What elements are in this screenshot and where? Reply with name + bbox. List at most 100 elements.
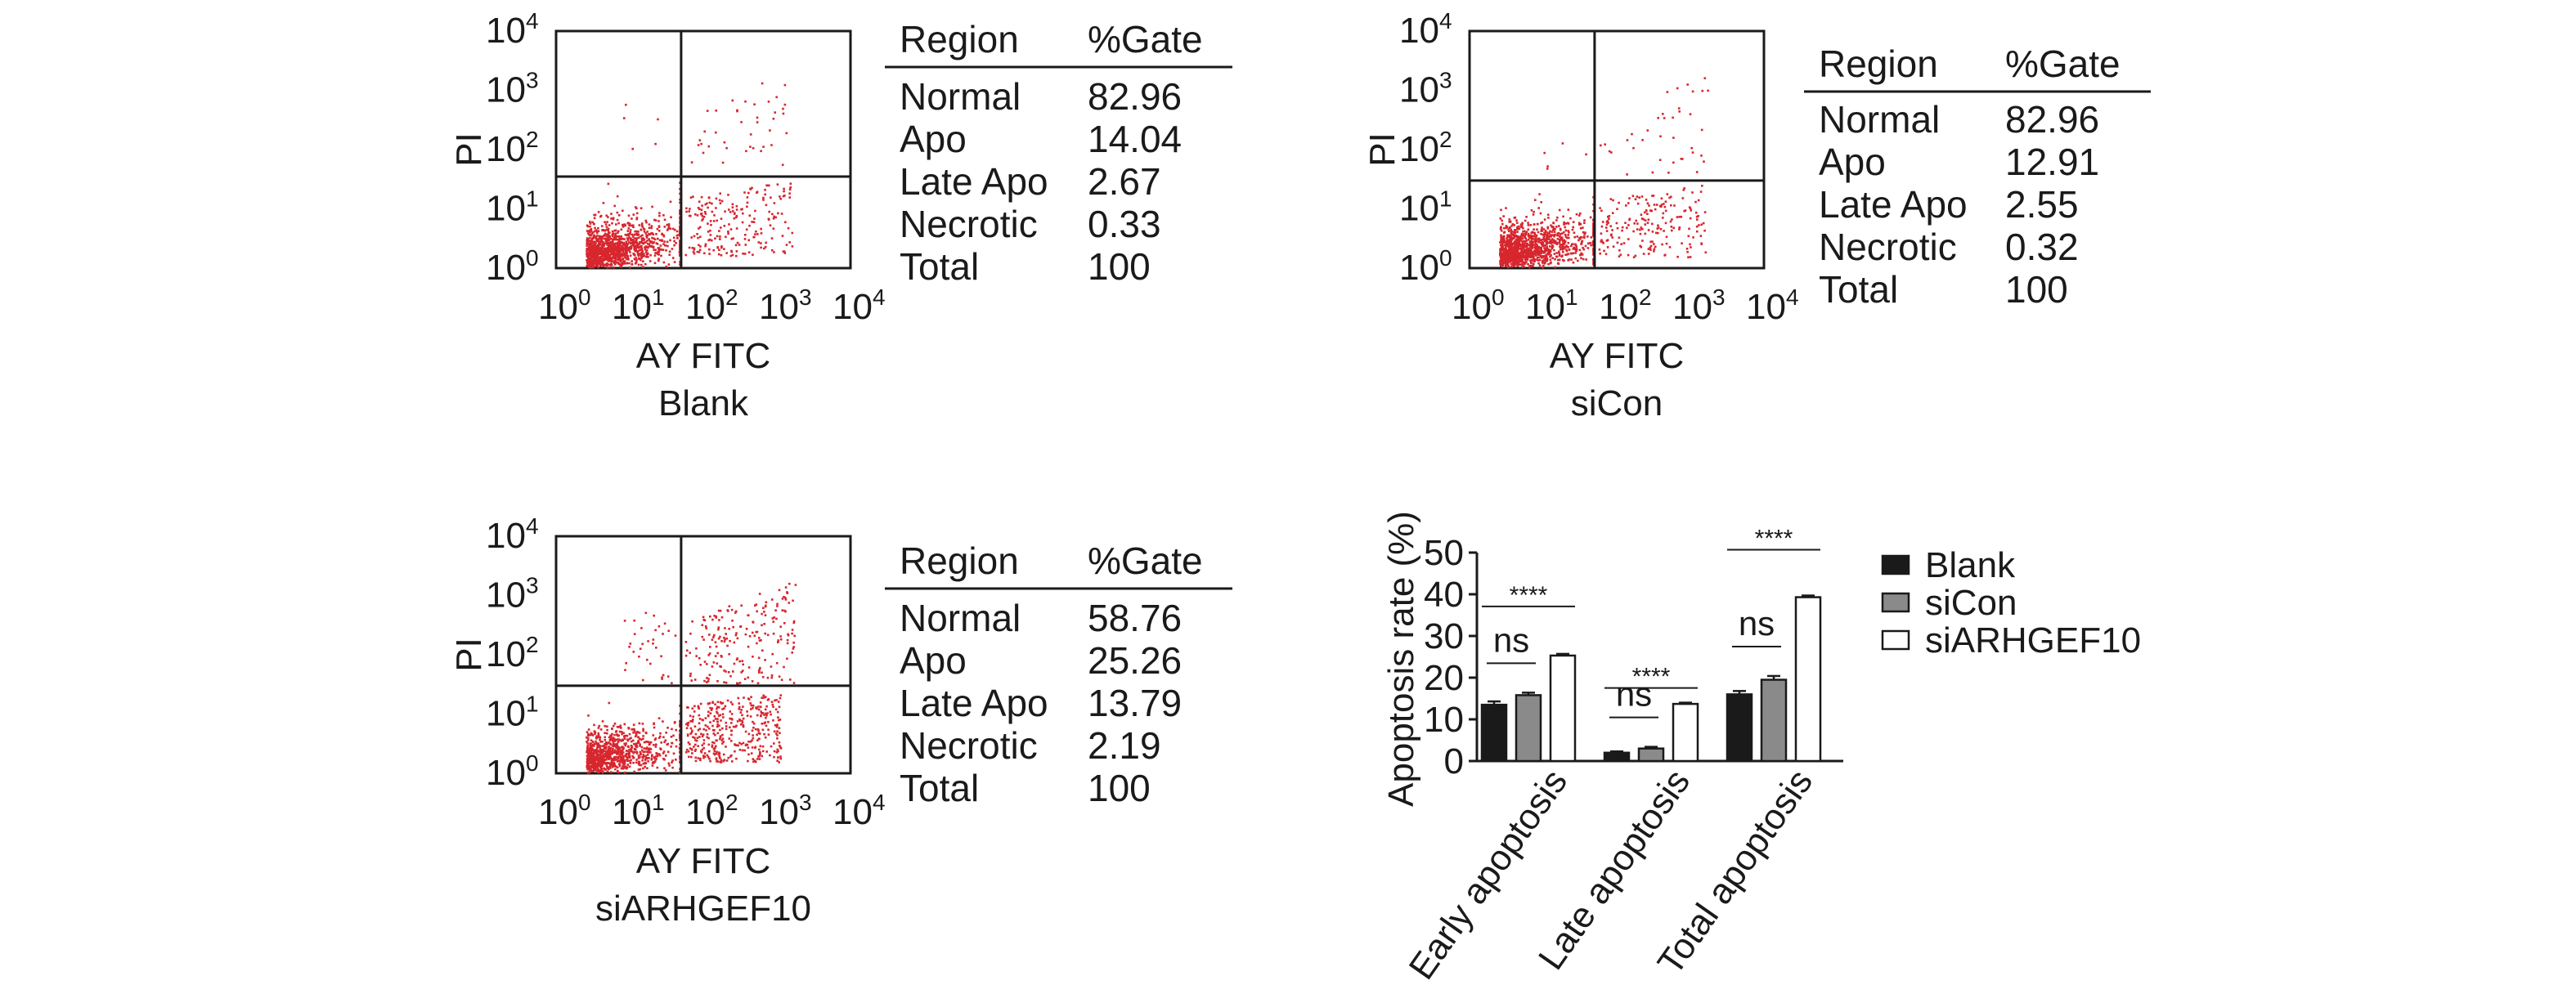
scatter-point	[757, 705, 760, 708]
scatter-point	[1556, 232, 1560, 235]
scatter-point	[602, 750, 604, 753]
scatter-point	[597, 230, 600, 233]
scatter-point	[593, 251, 596, 254]
scatter-point	[1520, 226, 1524, 228]
y-tick-label: 10	[1424, 700, 1464, 740]
scatter-point	[607, 259, 609, 262]
scatter-point	[758, 754, 761, 756]
scatter-point	[707, 680, 710, 683]
scatter-point	[641, 643, 644, 646]
scatter-point	[595, 764, 599, 767]
table-row-label: Late Apo	[900, 160, 1048, 203]
scatter-point	[636, 234, 639, 236]
scatter-point	[1612, 199, 1614, 202]
scatter-point	[637, 231, 640, 233]
y-tick-label: 40	[1424, 575, 1464, 615]
scatter-point	[645, 750, 648, 753]
scatter-point	[613, 235, 617, 237]
scatter-point	[1534, 244, 1537, 247]
scatter-point	[622, 248, 625, 252]
scatter-point	[595, 262, 598, 265]
scatter-point	[1528, 244, 1530, 247]
scatter-point	[764, 605, 767, 608]
scatter-point	[589, 236, 591, 240]
x-tick-label: 100	[1452, 284, 1505, 327]
scatter-point	[595, 749, 597, 751]
scatter-point	[760, 710, 762, 713]
scatter-point	[636, 731, 640, 734]
scatter-point	[757, 708, 761, 711]
scatter-point	[777, 701, 780, 703]
scatter-point	[721, 161, 725, 164]
scatter-point	[626, 756, 629, 759]
scatter-point	[693, 710, 696, 713]
scatter-point	[590, 751, 592, 754]
table-header-gate: %Gate	[2005, 43, 2120, 85]
scatter-point	[666, 244, 669, 248]
scatter-point	[703, 619, 707, 622]
scatter-point	[622, 746, 624, 748]
scatter-point	[642, 227, 645, 230]
scatter-point	[1663, 203, 1665, 205]
scatter-point	[760, 714, 762, 717]
scatter-point	[1517, 225, 1520, 228]
scatter-point	[1525, 254, 1528, 257]
scatter-point	[1687, 256, 1690, 258]
scatter-point	[765, 750, 768, 753]
scatter-point	[1607, 222, 1609, 224]
scatter-point	[1512, 249, 1515, 253]
scatter-point	[717, 637, 720, 640]
scatter-point	[1548, 231, 1551, 234]
scatter-point	[648, 749, 650, 751]
scatter-point	[1691, 90, 1694, 93]
scatter-point	[1680, 215, 1683, 218]
scatter-point	[1533, 260, 1536, 262]
scatter-point	[670, 736, 673, 738]
scatter-point	[761, 754, 763, 758]
scatter-point	[725, 670, 727, 673]
scatter-point	[1534, 254, 1537, 257]
scatter-point	[1579, 235, 1582, 239]
scatter-point	[595, 242, 597, 244]
scatter-point	[611, 242, 614, 245]
scatter-point	[622, 754, 624, 757]
scatter-point	[1663, 254, 1666, 257]
scatter-point	[1518, 247, 1520, 250]
scatter-point	[693, 678, 697, 681]
scatter-point	[1548, 238, 1551, 240]
scatter-point	[756, 233, 759, 235]
scatter-point	[645, 732, 648, 735]
scatter-point	[1627, 238, 1630, 240]
scatter-point	[1518, 259, 1521, 262]
scatter-point	[644, 241, 648, 244]
scatter-point	[619, 244, 622, 247]
scatter-point	[757, 737, 761, 741]
scatter-point	[777, 641, 779, 643]
scatter-point	[1536, 258, 1538, 262]
scatter-point	[1653, 204, 1656, 206]
scatter-point	[716, 680, 719, 683]
scatter-point	[1536, 256, 1539, 259]
scatter-point	[1659, 135, 1662, 138]
scatter-point	[1558, 208, 1561, 212]
scatter-point	[1531, 255, 1534, 258]
scatter-point	[671, 741, 673, 745]
scatter-point	[601, 250, 604, 253]
scatter-point	[595, 258, 597, 261]
scatter-point	[617, 241, 619, 244]
scatter-point	[703, 211, 707, 213]
scatter-point	[592, 241, 595, 244]
scatter-point	[612, 745, 614, 747]
scatter-point	[1562, 239, 1564, 242]
scatter-point	[1703, 77, 1707, 79]
scatter-point	[617, 230, 620, 233]
scatter-point	[666, 223, 669, 226]
scatter-point	[748, 224, 751, 227]
scatter-point	[608, 748, 611, 751]
scatter-point	[747, 759, 749, 763]
scatter-point	[729, 717, 731, 720]
scatter-point	[644, 757, 648, 759]
scatter-point	[720, 759, 723, 762]
scatter-point	[716, 701, 720, 704]
scatter-point	[1550, 254, 1552, 257]
